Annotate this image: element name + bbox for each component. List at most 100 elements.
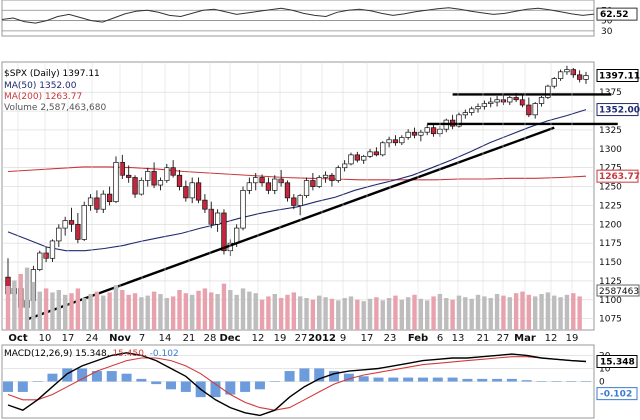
volume-bar <box>361 301 366 330</box>
candle-body <box>354 154 360 161</box>
x-tick-label: 21 <box>477 333 490 344</box>
ma200-value-tag-box <box>596 169 639 183</box>
candle-body <box>538 97 545 104</box>
candle-body <box>367 151 373 157</box>
candle-body <box>43 252 49 259</box>
volume-bar <box>463 297 468 330</box>
candle-body <box>500 99 507 103</box>
volume-bar <box>259 299 265 330</box>
volume-bar <box>532 296 538 330</box>
candle-body <box>551 78 557 87</box>
candle-body <box>119 162 125 176</box>
x-tick-label: Oct <box>8 333 27 344</box>
candle-body <box>202 199 208 210</box>
candle-body <box>75 223 81 240</box>
x-tick-label: 28 <box>204 333 217 344</box>
candle-body <box>145 171 151 181</box>
macd-histogram-bar <box>417 377 428 382</box>
macd-histogram-bar <box>47 373 58 382</box>
volume-bar <box>558 297 563 330</box>
candle-body <box>348 154 354 165</box>
volume-bar <box>272 294 277 330</box>
volume-bar <box>571 293 576 330</box>
x-tick-label: 21 <box>183 333 196 344</box>
volume-bar <box>120 290 125 330</box>
candle-body <box>557 71 564 79</box>
macd-legend: MACD(12,26,9) 15.348, 15.450, -0.102 <box>4 349 179 359</box>
x-tick-label: 14 <box>159 333 172 344</box>
macd-legend-macd-value: 15.348, <box>75 349 112 359</box>
x-tick-label: 17 <box>62 333 75 344</box>
candle-body <box>56 227 62 242</box>
macd-histogram-bar <box>225 381 236 395</box>
price-tick-label: 1375 <box>599 88 622 98</box>
x-tick-label: 12 <box>252 333 265 344</box>
volume-bar <box>107 292 112 330</box>
x-axis: Oct 10 17 24 Nov 7 14 21 28 Dec 12 19 27 2012 9 17 23 Feb… <box>8 333 578 344</box>
price-tick-label: 1150 <box>599 258 622 268</box>
candle-body <box>532 103 538 116</box>
candle-body <box>405 131 411 138</box>
candle-body <box>68 220 75 225</box>
price-tick-label: 1100 <box>599 296 622 306</box>
volume-bar <box>412 294 417 330</box>
macd-histogram-bar <box>581 381 591 382</box>
macd-histogram-bar <box>106 371 117 382</box>
volume-bar <box>12 280 17 330</box>
volume-bar <box>577 296 582 330</box>
candle-body <box>234 227 240 244</box>
macd-value-tag-box <box>596 354 638 368</box>
macd-value-tag: 15.348 <box>600 357 635 367</box>
volume-bar <box>304 298 309 330</box>
legend-ma50: MA(50) 1352.00 <box>4 81 77 91</box>
rsi-level-label: 30 <box>601 27 613 37</box>
candle-body <box>240 189 246 229</box>
volume-bar <box>545 292 551 330</box>
volume-bar <box>196 290 201 330</box>
candle-body <box>386 139 392 144</box>
macd-histogram-bar <box>492 378 503 382</box>
macd-histogram-bar <box>17 381 28 392</box>
macd-histogram-bar <box>62 368 73 382</box>
volume-bar <box>31 282 36 330</box>
candle-body <box>278 178 284 184</box>
volume-bar <box>342 298 347 330</box>
volume-bar <box>82 298 87 330</box>
volume-bar <box>189 294 195 330</box>
candle-body <box>132 177 138 195</box>
volume-bar <box>507 297 512 330</box>
candle-body <box>583 75 589 80</box>
volume-bar <box>501 295 506 330</box>
candle-body <box>488 101 494 104</box>
x-tick-label: 19 <box>274 333 287 344</box>
volume-bar <box>5 286 11 330</box>
macd-histogram-bar <box>254 381 265 390</box>
ma50-value-tag-box <box>596 103 639 117</box>
volume-bar <box>50 292 55 330</box>
volume-bar <box>482 296 487 330</box>
candle-body <box>221 212 227 252</box>
candle-body <box>297 195 303 206</box>
volume-panel: 2587463 <box>5 267 640 330</box>
candle-body <box>481 103 488 107</box>
x-tick-label: 9 <box>340 333 346 344</box>
candle-body <box>87 197 94 206</box>
volume-bar <box>323 297 328 330</box>
volume-bar <box>151 291 157 330</box>
volume-bar <box>380 300 385 330</box>
macd-histogram-bar <box>166 381 177 390</box>
candle-body <box>246 182 253 191</box>
macd-histogram-bar <box>403 377 414 382</box>
price-tick-label: 1200 <box>599 220 622 230</box>
macd-histogram-bar <box>210 381 221 398</box>
ma200-line <box>7 166 587 181</box>
candle-body <box>418 131 424 136</box>
candle-body <box>310 180 316 187</box>
volume-bar <box>56 290 62 330</box>
macd-histogram-bar <box>269 381 280 382</box>
volume-bar <box>367 298 373 330</box>
legend-ma200: MA(200) 1263.77 <box>4 92 82 102</box>
macd-histogram-bar <box>284 371 295 382</box>
price-value-tag: 1397.11 <box>599 72 640 82</box>
volume-bar <box>170 296 176 330</box>
